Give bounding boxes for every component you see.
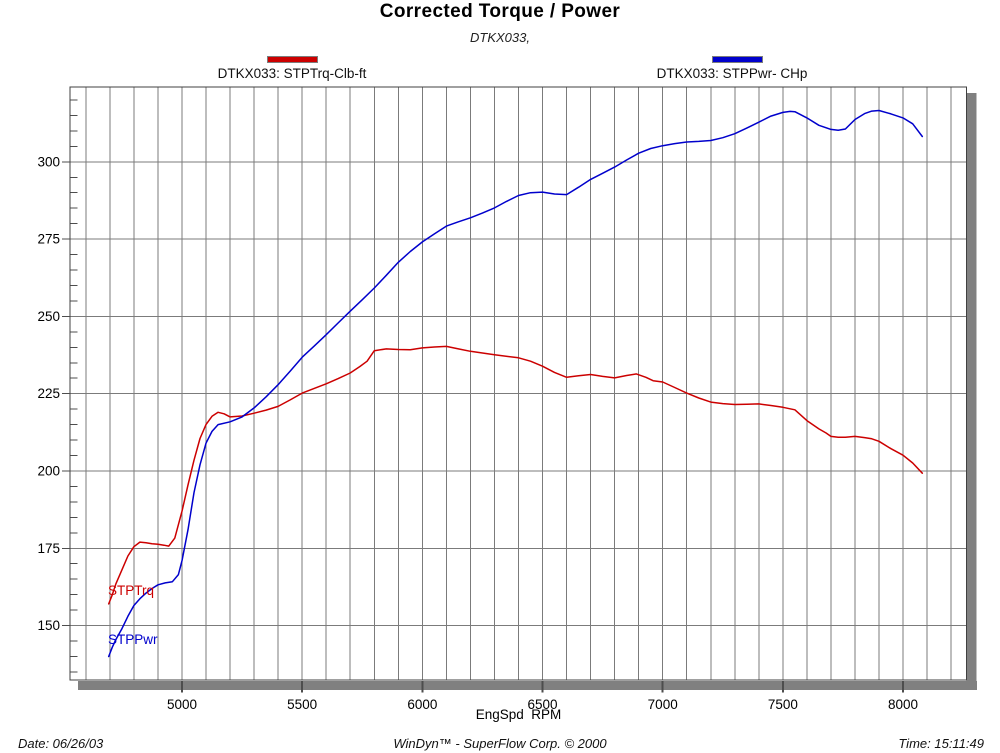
svg-text:250: 250 [37, 309, 60, 324]
svg-text:5000: 5000 [167, 697, 197, 712]
legend-power-label: DTKX033: STPPwr- CHp [656, 66, 808, 81]
gridlines [70, 87, 967, 680]
footer-time: Time: 15:11:49 [898, 736, 984, 751]
svg-text:7500: 7500 [768, 697, 798, 712]
chart-title: Corrected Torque / Power [379, 1, 621, 22]
chart-subtitle: DTKX033, [470, 30, 530, 45]
footer-credit: WinDyn™ - SuperFlow Corp. © 2000 [393, 736, 607, 751]
svg-text:7000: 7000 [648, 697, 678, 712]
y-tick-labels: 150 175 200 225 250 275 300 [37, 154, 60, 633]
series-label-torque: STPTrq [108, 583, 155, 598]
svg-text:8000: 8000 [888, 697, 918, 712]
svg-text:150: 150 [37, 618, 60, 633]
svg-text:275: 275 [37, 232, 60, 247]
legend-power-swatch [712, 56, 763, 63]
svg-text:200: 200 [37, 463, 60, 478]
svg-text:5500: 5500 [287, 697, 317, 712]
legend-torque-swatch [267, 56, 318, 63]
legend-torque-label: DTKX033: STPTrq-Clb-ft [217, 66, 367, 81]
series-label-power: STPPwr [108, 632, 158, 647]
svg-text:6000: 6000 [407, 697, 437, 712]
plot-border [69, 86, 967, 681]
svg-text:175: 175 [37, 541, 60, 556]
svg-text:300: 300 [37, 154, 60, 169]
x-tick-labels: 5000 5500 6000 6500 7000 7500 8000 [167, 697, 918, 712]
svg-text:225: 225 [37, 386, 60, 401]
x-axis-label: EngSpd RPM [475, 707, 562, 722]
axis-bars [78, 93, 977, 690]
svg-text:6500: 6500 [528, 697, 558, 712]
axis-ticks [62, 161, 905, 693]
footer-date: Date: 06/26/03 [18, 736, 104, 751]
data-curves [107, 109, 924, 658]
